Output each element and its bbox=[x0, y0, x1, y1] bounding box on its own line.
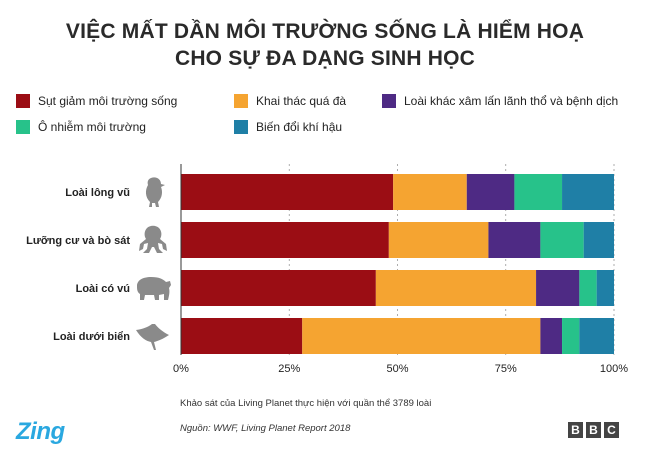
category-label: Loài lông vũ bbox=[65, 187, 130, 199]
bar-segment-2-5 bbox=[583, 222, 614, 258]
bar-segment-1-3 bbox=[466, 174, 515, 210]
title-line-2: CHO SỰ ĐA DẠNG SINH HỌC bbox=[174, 47, 476, 70]
manta-ray-icon bbox=[136, 324, 169, 350]
bar-segment-1-4 bbox=[514, 174, 563, 210]
legend-item-invasive-species: Loài khác xâm lấn lãnh thổ và bệnh dịch bbox=[382, 94, 618, 108]
bar-segment-2-4 bbox=[540, 222, 584, 258]
category-label: Lưỡng cư và bò sát bbox=[26, 235, 130, 247]
legend-item-habitat-loss: Sụt giảm môi trường sống bbox=[16, 94, 177, 108]
bar-segment-4-1 bbox=[181, 318, 303, 354]
bar-segment-2-1 bbox=[181, 222, 389, 258]
bar-segment-3-1 bbox=[181, 270, 376, 306]
bar-segment-2-3 bbox=[488, 222, 541, 258]
bar-segment-4-3 bbox=[540, 318, 563, 354]
legend-label: Loài khác xâm lấn lãnh thổ và bệnh dịch bbox=[404, 94, 619, 108]
x-tick-label: 100% bbox=[600, 363, 628, 375]
bar-segment-3-2 bbox=[375, 270, 537, 306]
legend-swatch bbox=[234, 94, 248, 108]
bar-segment-2-2 bbox=[388, 222, 489, 258]
legend-item-overexploitation: Khai thác quá đà bbox=[234, 94, 346, 108]
bar-segment-1-1 bbox=[181, 174, 394, 210]
bar-segment-4-2 bbox=[302, 318, 541, 354]
legend-label: Ô nhiễm môi trường bbox=[38, 120, 146, 134]
x-tick-label: 50% bbox=[386, 363, 408, 375]
category-label: Loài có vú bbox=[76, 283, 130, 295]
x-tick-label: 25% bbox=[278, 363, 300, 375]
category-label: Loài dưới biển bbox=[53, 331, 130, 343]
legend-label: Khai thác quá đà bbox=[256, 94, 347, 108]
bar-segment-1-2 bbox=[393, 174, 467, 210]
legend-label: Biến đổi khí hậu bbox=[256, 120, 343, 134]
legend-swatch bbox=[16, 94, 30, 108]
bar-segment-4-4 bbox=[562, 318, 580, 354]
x-tick-label: 75% bbox=[495, 363, 517, 375]
x-tick-label: 0% bbox=[173, 363, 189, 375]
bar-segment-3-3 bbox=[536, 270, 580, 306]
legend: Sụt giảm môi trường sống Khai thác quá đ… bbox=[16, 92, 646, 142]
legend-item-climate-change: Biến đổi khí hậu bbox=[234, 120, 342, 134]
legend-label: Sụt giảm môi trường sống bbox=[38, 94, 178, 108]
bbc-letter: B bbox=[586, 422, 601, 438]
legend-swatch bbox=[234, 120, 248, 134]
bbc-letter: B bbox=[568, 422, 583, 438]
legend-swatch bbox=[16, 120, 30, 134]
legend-swatch bbox=[382, 94, 396, 108]
bar-segment-4-5 bbox=[579, 318, 614, 354]
bar-segment-3-4 bbox=[579, 270, 597, 306]
source-note: Nguồn: WWF, Living Planet Report 2018 bbox=[180, 423, 351, 434]
chart-title: VIỆC MẤT DẦN MÔI TRƯỜNG SỐNG LÀ HIỂM HOẠ… bbox=[0, 18, 650, 72]
frog-icon bbox=[139, 225, 167, 253]
title-line-1: VIỆC MẤT DẦN MÔI TRƯỜNG SỐNG LÀ HIỂM HOẠ bbox=[65, 20, 585, 43]
zing-logo: Zing bbox=[16, 418, 65, 445]
bear-icon bbox=[137, 277, 171, 300]
bbc-letter: C bbox=[604, 422, 619, 438]
bbc-logo: B B C bbox=[568, 422, 619, 438]
bird-icon bbox=[145, 177, 165, 207]
bar-segment-3-5 bbox=[596, 270, 614, 306]
bar-segment-1-5 bbox=[562, 174, 614, 210]
survey-note: Khảo sát của Living Planet thực hiện với… bbox=[180, 398, 432, 409]
legend-item-pollution: Ô nhiễm môi trường bbox=[16, 120, 146, 134]
